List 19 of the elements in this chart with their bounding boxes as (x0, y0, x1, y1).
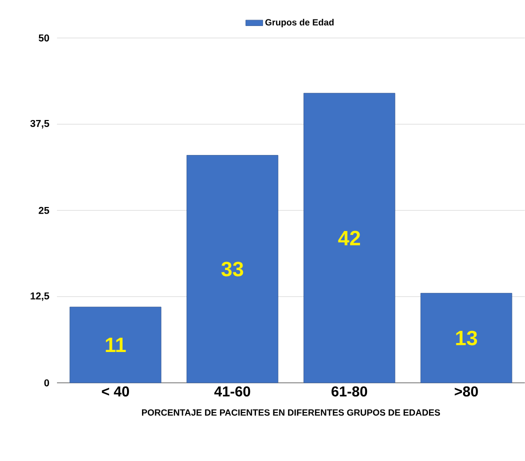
y-tick-label: 12,5 (30, 292, 50, 301)
x-tick-label: < 40 (102, 386, 130, 397)
x-tick-label: >80 (454, 386, 478, 397)
data-label: 33 (221, 262, 244, 276)
x-axis-title: PORCENTAJE DE PACIENTES EN DIFERENTES GRUPOS DE EDADES (142, 409, 440, 416)
y-tick-label: 50 (38, 34, 50, 42)
bar (304, 93, 396, 384)
y-tick-label: 0 (44, 379, 50, 386)
bar (186, 155, 278, 384)
y-tick-label: 37,5 (30, 120, 50, 129)
x-tick-label: 61-80 (332, 386, 368, 397)
y-tick-label: 25 (38, 206, 50, 214)
bar (70, 306, 162, 384)
data-label: 13 (456, 330, 478, 346)
x-tick-label: 41-60 (214, 386, 250, 397)
legend-label: Grupos de Edad (265, 18, 334, 28)
data-label: 11 (106, 338, 126, 352)
bar (420, 293, 512, 384)
data-label: 42 (338, 230, 360, 246)
